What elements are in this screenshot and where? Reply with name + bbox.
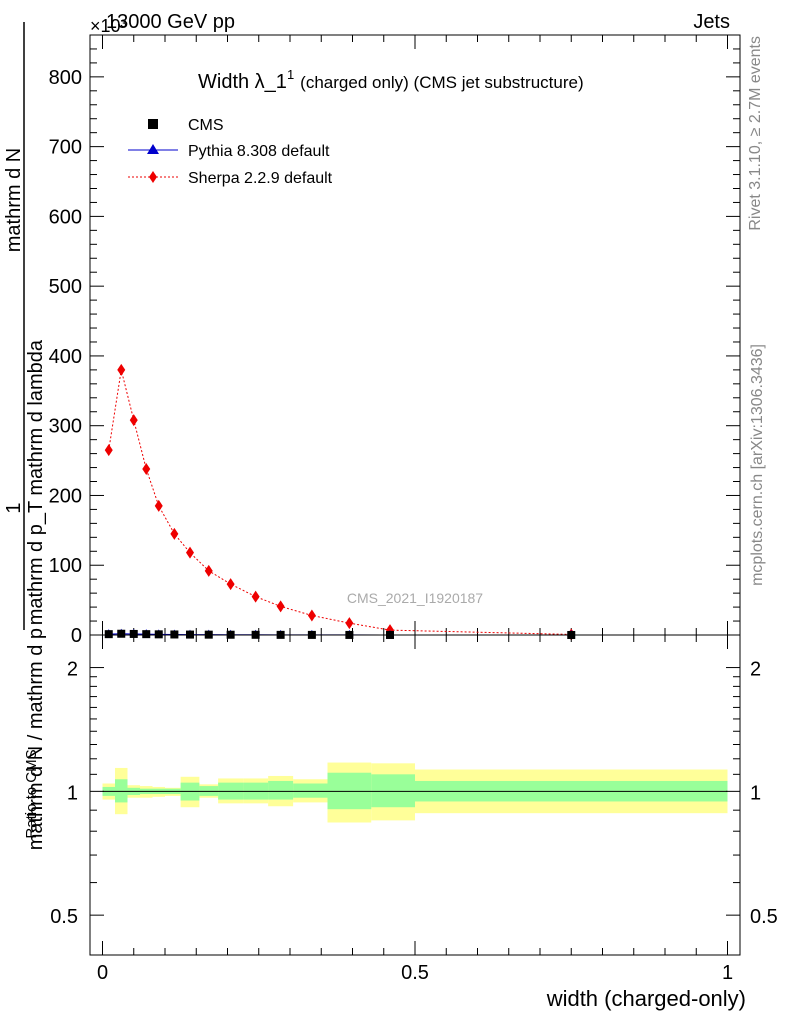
legend-marker-diamond xyxy=(149,171,157,183)
main-series xyxy=(104,363,576,641)
sherpa-point xyxy=(104,444,113,457)
ratio-band-green xyxy=(293,783,328,798)
mcplots-label: mcplots.cern.ch [arXiv:1306.3436] xyxy=(749,344,766,586)
legend-entry-sherpa: Sherpa 2.2.9 default xyxy=(128,170,333,187)
sherpa-point xyxy=(129,414,138,427)
ratio-ytick-label-left: 0.5 xyxy=(50,906,78,928)
rivet-label: Rivet 3.1.10, ≥ 2.7M events xyxy=(747,36,764,231)
legend-entry-cms: CMS xyxy=(148,117,224,134)
ratio-xtick-label: 1 xyxy=(722,962,733,984)
sherpa-point xyxy=(170,527,179,540)
x-axis-label: width (charged-only) xyxy=(546,986,746,1011)
main-ytick-label: 700 xyxy=(49,137,82,159)
ratio-band-green xyxy=(268,780,294,800)
cms-point xyxy=(154,630,163,639)
legend-label-sherpa: Sherpa 2.2.9 default xyxy=(188,170,333,187)
cms-point xyxy=(142,630,151,639)
main-ytick-label: 600 xyxy=(49,206,82,228)
sherpa-point xyxy=(345,617,354,630)
ratio-ytick-label-right: 1 xyxy=(750,782,761,804)
sherpa-point xyxy=(307,609,316,622)
main-ytick-label: 800 xyxy=(49,67,82,89)
main-ytick-label: 200 xyxy=(49,485,82,507)
sherpa-point xyxy=(251,590,260,603)
legend-entry-pythia: Pythia 8.308 default xyxy=(128,143,330,160)
main-ylabel: 1 mathrm d N / mathrm d p mathrm d N mat… xyxy=(3,22,47,850)
ylabel-right2: mathrm d p_T mathrm d lambda xyxy=(25,339,47,625)
watermark: CMS_2021_I1920187 xyxy=(347,590,483,606)
ylabel-right: mathrm d N xyxy=(3,148,25,252)
ratio-bands xyxy=(102,762,728,823)
main-ytick-label: 300 xyxy=(49,416,82,438)
sherpa-point xyxy=(117,363,126,376)
ylabel-numerator: 1 xyxy=(3,502,25,513)
main-title: Width λ_11 (charged only) (CMS jet substr… xyxy=(198,67,584,93)
cms-point xyxy=(129,629,138,638)
ratio-ytick-label-left: 2 xyxy=(67,659,78,681)
legend-marker-triangle xyxy=(147,144,159,154)
cms-point xyxy=(170,630,179,639)
cms-point xyxy=(104,630,113,639)
sherpa-line xyxy=(108,369,572,635)
ratio-band-green xyxy=(371,774,415,808)
sherpa-point xyxy=(142,462,151,475)
sherpa-point xyxy=(276,600,285,613)
legend: CMS Pythia 8.308 default Sherpa 2.2.9 de… xyxy=(128,117,333,187)
ylabel-denominator: mathrm d N / mathrm d p xyxy=(25,628,47,850)
ratio-xtick-label: 0 xyxy=(97,962,108,984)
legend-marker-square xyxy=(148,119,158,129)
ratio-ytick-label-right: 2 xyxy=(750,659,761,681)
sherpa-point xyxy=(204,564,213,577)
legend-label-pythia: Pythia 8.308 default xyxy=(188,143,330,160)
sherpa-point xyxy=(226,578,235,591)
process-label: Jets xyxy=(693,11,730,33)
main-ytick-label: 0 xyxy=(71,625,82,647)
exponent-label: ×10³ xyxy=(90,16,127,36)
ratio-ylabel: Ratio to CMS xyxy=(23,749,40,838)
ratio-xtick-label: 0.5 xyxy=(401,962,429,984)
cms-point xyxy=(117,629,126,638)
energy-label: 13000 GeV pp xyxy=(106,11,235,33)
sherpa-point xyxy=(186,546,194,559)
sherpa-point xyxy=(154,499,163,512)
ratio-axes: 0.5 0.5 1 1 2 2 0 0.5 1 xyxy=(50,635,778,984)
legend-label-cms: CMS xyxy=(188,117,224,134)
main-ytick-label: 100 xyxy=(49,555,82,577)
main-ytick-label: 400 xyxy=(49,346,82,368)
ratio-ytick-label-right: 0.5 xyxy=(750,906,778,928)
ratio-band-green xyxy=(115,779,128,803)
main-ytick-label: 500 xyxy=(49,276,82,298)
ratio-ytick-label-left: 1 xyxy=(67,782,78,804)
